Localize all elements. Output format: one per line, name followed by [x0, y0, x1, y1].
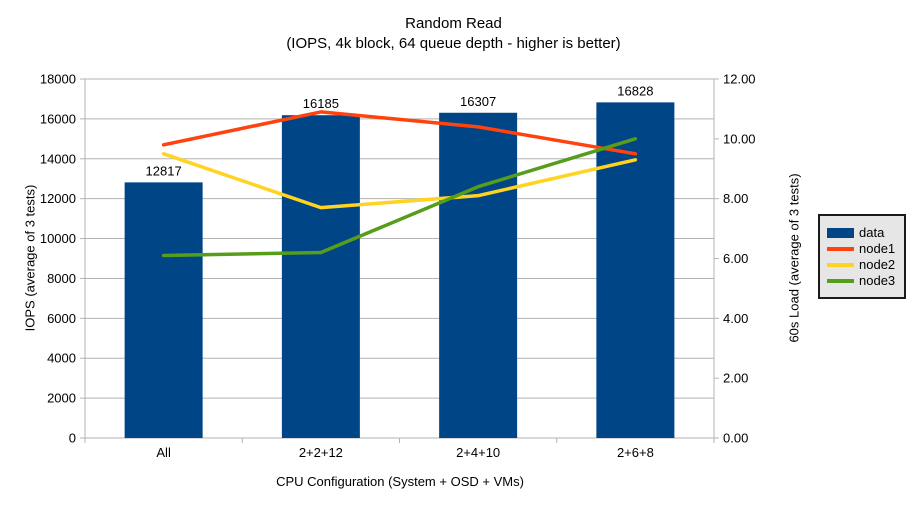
bar-2+2+12: [281, 115, 360, 439]
left-axis-tick-label: 0: [69, 431, 76, 446]
legend-label-node3: node3: [859, 273, 896, 288]
legend: data node1 node2 node3: [818, 214, 906, 299]
left-axis-tick-label: 14000: [40, 151, 76, 166]
legend-item-data: data: [827, 226, 897, 239]
category-label-2+2+12: 2+2+12: [299, 445, 343, 460]
legend-swatch-node2: [827, 262, 854, 267]
legend-item-node2: node2: [827, 258, 897, 271]
right-axis-tick-label: 2.00: [723, 371, 748, 386]
left-axis-tick-label: 12000: [40, 191, 76, 206]
chart-subtitle: (IOPS, 4k block, 64 queue depth - higher…: [286, 35, 621, 52]
left-axis-tick-label: 10000: [40, 231, 76, 246]
right-axis-title: 60s Load (average of 3 tests): [786, 173, 802, 343]
legend-swatch-data: [827, 227, 854, 238]
left-axis-tick-label: 4000: [47, 351, 76, 366]
legend-label-node1: node1: [859, 241, 896, 256]
left-axis-tick-label: 16000: [40, 111, 76, 126]
line-series-node2: [161, 152, 638, 210]
left-axis-tick-label: 8000: [47, 271, 76, 286]
bar-value-label: 12817: [146, 163, 182, 178]
category-label-2+6+8: 2+6+8: [617, 445, 654, 460]
left-axis-tick-label: 6000: [47, 311, 76, 326]
right-axis-tick-label: 4.00: [723, 311, 748, 326]
right-axis-tick-label: 6.00: [723, 251, 748, 266]
right-axis-tick-label: 12.00: [723, 72, 756, 87]
bar-value-label: 16828: [617, 83, 653, 98]
left-axis-tick-label: 18000: [40, 72, 76, 87]
legend-swatch-node3: [827, 278, 854, 283]
chart-title-block: Random Read (IOPS, 4k block, 64 queue de…: [0, 14, 907, 54]
category-label-All: All: [156, 445, 171, 460]
x-axis-title: CPU Configuration (System + OSD + VMs): [276, 474, 524, 489]
chart-title: Random Read: [405, 15, 502, 32]
left-axis-tick-label: 2000: [47, 391, 76, 406]
line-series-node1: [161, 110, 638, 156]
bar-value-label: 16185: [303, 96, 339, 111]
legend-swatch-node1: [827, 246, 854, 251]
bar-2+4+10: [439, 112, 518, 439]
right-axis-tick-label: 10.00: [723, 131, 756, 146]
line-series-node3: [161, 137, 638, 258]
category-label-2+4+10: 2+4+10: [456, 445, 500, 460]
legend-item-node3: node3: [827, 274, 897, 287]
right-axis-tick-label: 8.00: [723, 191, 748, 206]
bar-value-label: 16307: [460, 94, 496, 109]
legend-label-node2: node2: [859, 257, 896, 272]
right-axis-tick-label: 0.00: [723, 431, 748, 446]
bar-All: [124, 182, 203, 438]
left-axis-title: IOPS (average of 3 tests): [22, 184, 38, 332]
legend-item-node1: node1: [827, 242, 897, 255]
legend-label-data: data: [859, 225, 885, 240]
